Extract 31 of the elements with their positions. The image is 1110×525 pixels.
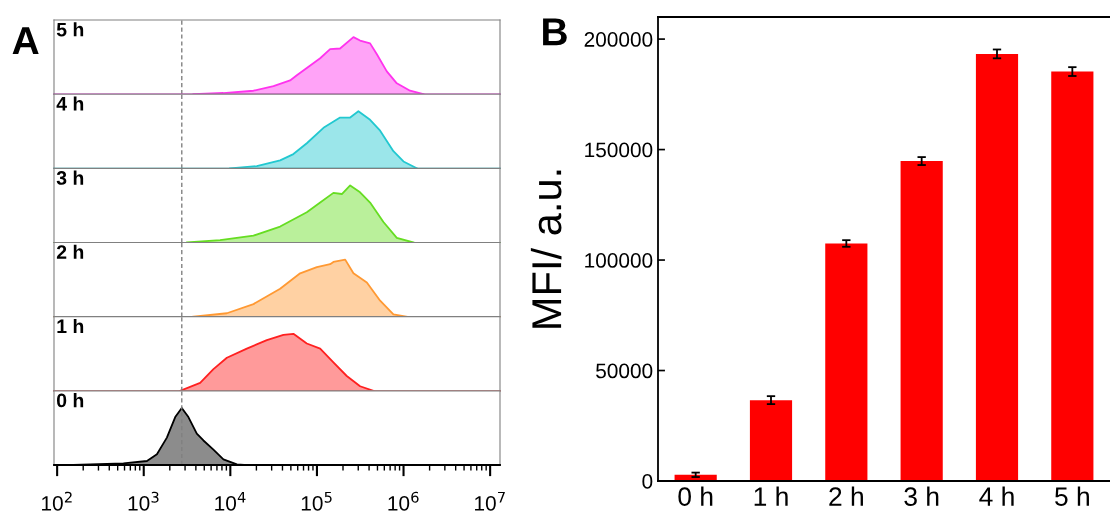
text: 0 h [57, 393, 84, 408]
bar [825, 243, 868, 481]
chart-title: A [12, 27, 39, 55]
y-tick-label: 50000 [596, 363, 653, 379]
text: 4 h [56, 96, 84, 111]
y-axis-title: MFI/ a.u. [530, 170, 562, 328]
chart-title: B [543, 18, 567, 46]
y-tick-label: 200000 [584, 32, 653, 47]
bar [1051, 71, 1094, 481]
bar [900, 161, 943, 481]
x-tick-label: 2 h [829, 486, 863, 506]
y-tick-label: 150000 [585, 142, 653, 158]
x-tick-label: 10$^{6}$ [388, 491, 419, 511]
x-tick-label: 10$^{4}$ [215, 491, 246, 511]
bar [749, 400, 793, 481]
x-tick-label: 4 h [979, 486, 1014, 506]
x-tick-label: 5 h [1055, 486, 1089, 506]
text: 3 h [56, 170, 84, 185]
y-tick-label: 0 [642, 474, 653, 489]
x-tick-label: 10$^{3}$ [128, 491, 159, 511]
text: 1 h [57, 318, 84, 333]
x-tick-label: 10$^{5}$ [301, 491, 332, 511]
x-tick-label: 10$^{7}$ [475, 491, 505, 511]
text: 2 h [56, 244, 84, 259]
text: 5 h [56, 22, 84, 37]
x-tick-label: 3 h [904, 486, 939, 506]
x-tick-label: 0 h [678, 486, 713, 506]
x-tick-label: 10$^{2}$ [42, 491, 72, 511]
x-tick-label: 1 h [754, 486, 788, 506]
y-tick-label: 100000 [585, 253, 653, 268]
bar [975, 53, 1019, 481]
